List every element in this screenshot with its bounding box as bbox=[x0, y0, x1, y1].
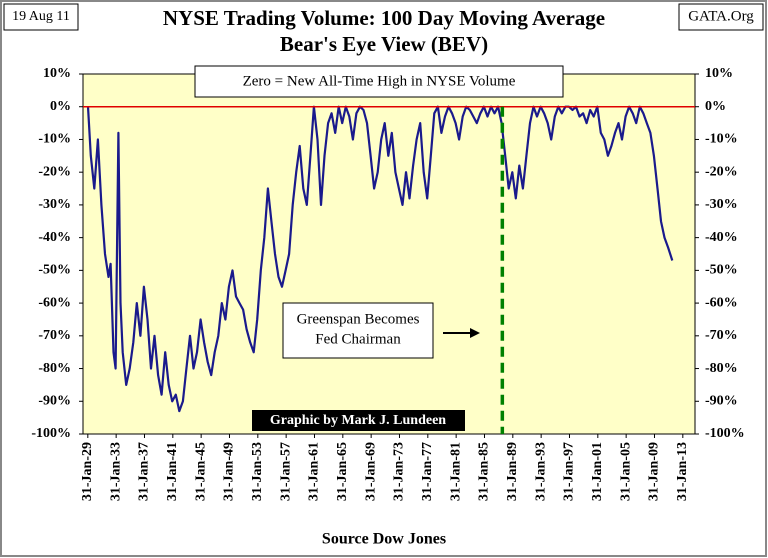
site-label: GATA.Org bbox=[688, 8, 754, 24]
x-tick-label: 31-Jan-45 bbox=[193, 442, 208, 501]
x-axis-label: Source Dow Jones bbox=[322, 531, 446, 548]
x-tick-label: 31-Jan-85 bbox=[477, 442, 492, 501]
credit-box bbox=[252, 410, 465, 431]
y-tick-label: -80% bbox=[38, 361, 71, 376]
y-tick-label: -20% bbox=[38, 164, 71, 179]
y-tick-label: -10% bbox=[38, 132, 71, 147]
x-tick-label: 31-Jan-09 bbox=[647, 442, 662, 501]
x-tick-label: 31-Jan-33 bbox=[108, 442, 123, 501]
annotation-box bbox=[194, 65, 564, 98]
x-tick-label: 31-Jan-05 bbox=[618, 442, 633, 501]
y2-tick-label: -40% bbox=[705, 230, 738, 245]
marks bbox=[83, 105, 695, 434]
y-tick-label: -70% bbox=[38, 328, 71, 343]
chart-subtitle: Bear's Eye View (BEV) bbox=[280, 32, 488, 56]
y2-tick-label: -100% bbox=[705, 426, 745, 441]
x-tick-label: 31-Jan-37 bbox=[137, 442, 152, 501]
y2-tick-label: 10% bbox=[705, 66, 733, 81]
x-tick-label: 31-Jan-65 bbox=[335, 442, 350, 501]
x-tick-label: 31-Jan-13 bbox=[675, 442, 690, 501]
annotation: Fed Chairman bbox=[315, 331, 401, 347]
y2-tick-label: -70% bbox=[705, 328, 738, 343]
x-tick-label: 31-Jan-53 bbox=[250, 442, 265, 501]
x-tick-label: 31-Jan-97 bbox=[562, 442, 577, 501]
data-line bbox=[86, 105, 674, 413]
x-tick-label: 31-Jan-29 bbox=[80, 442, 95, 501]
y2-tick-label: -20% bbox=[705, 164, 738, 179]
credit: Graphic by Mark J. Lundeen bbox=[270, 413, 446, 428]
y-tick-label: -90% bbox=[38, 393, 71, 408]
date-label: 19 Aug 11 bbox=[12, 9, 70, 24]
y2-tick-label: 0% bbox=[705, 99, 726, 114]
x-tick-label: 31-Jan-93 bbox=[533, 442, 548, 501]
y2-tick-label: -10% bbox=[705, 132, 738, 147]
chart-title: NYSE Trading Volume: 100 Day Moving Aver… bbox=[163, 6, 605, 30]
x-tick-label: 31-Jan-01 bbox=[590, 442, 605, 501]
y-tick-label: -100% bbox=[31, 426, 71, 441]
x-tick-label: 31-Jan-57 bbox=[278, 442, 293, 501]
y-tick-label: 0% bbox=[50, 99, 71, 114]
plot-area bbox=[82, 73, 696, 435]
y2-tick-label: -60% bbox=[705, 295, 738, 310]
x-tick-label: 31-Jan-41 bbox=[165, 442, 180, 501]
y-tick-label: -60% bbox=[38, 295, 71, 310]
x-tick-label: 31-Jan-73 bbox=[392, 442, 407, 501]
x-tick-label: 31-Jan-89 bbox=[505, 442, 520, 501]
annotation-box bbox=[282, 302, 434, 359]
x-tick-label: 31-Jan-69 bbox=[363, 442, 378, 501]
y-tick-label: -40% bbox=[38, 230, 71, 245]
arrow-head bbox=[470, 328, 480, 338]
y-tick-label: 10% bbox=[43, 66, 71, 81]
annotation: Zero = New All-Time High in NYSE Volume bbox=[243, 73, 516, 89]
y-tick-label: -30% bbox=[38, 197, 71, 212]
annotation: Greenspan Becomes bbox=[297, 311, 420, 327]
site-box bbox=[678, 3, 764, 31]
y2-tick-label: -30% bbox=[705, 197, 738, 212]
y2-tick-label: -80% bbox=[705, 361, 738, 376]
x-tick-label: 31-Jan-61 bbox=[307, 442, 322, 501]
x-tick-label: 31-Jan-81 bbox=[448, 442, 463, 501]
y-tick-label: -50% bbox=[38, 263, 71, 278]
x-tick-label: 31-Jan-49 bbox=[222, 442, 237, 501]
y2-tick-label: -90% bbox=[705, 393, 738, 408]
x-tick-label: 31-Jan-77 bbox=[420, 442, 435, 501]
date-box bbox=[3, 3, 79, 31]
y2-tick-label: -50% bbox=[705, 263, 738, 278]
